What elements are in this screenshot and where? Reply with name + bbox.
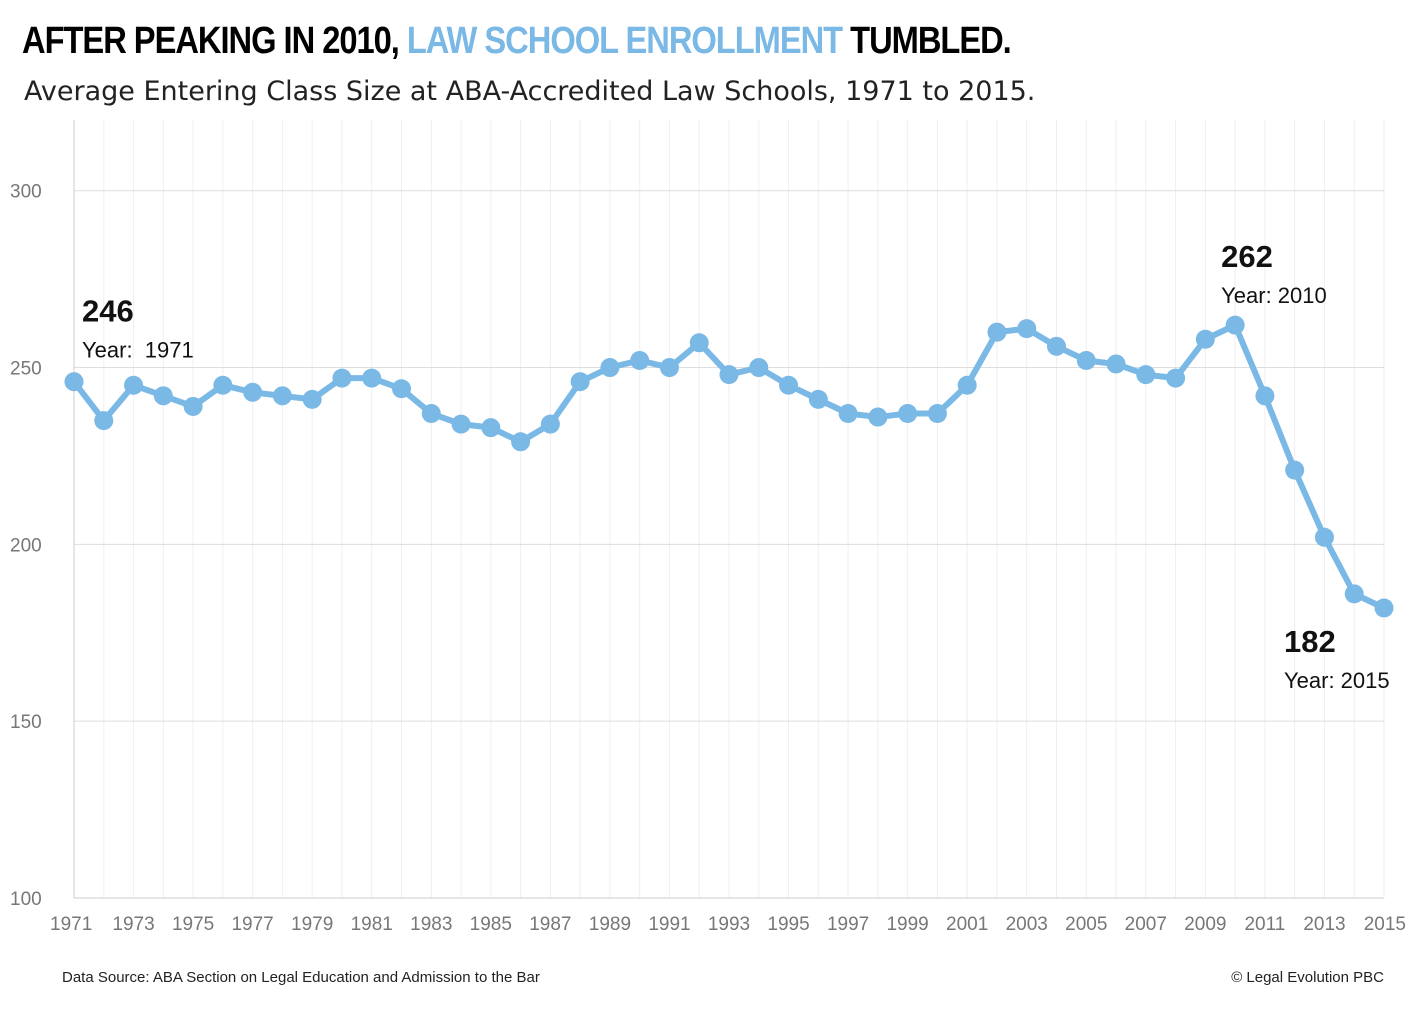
annotation-year: Year: 2010 [1221,283,1327,308]
data-point [570,372,590,392]
x-tick-label: 1973 [112,914,154,935]
series-group [64,315,1394,618]
x-tick-label: 1981 [351,914,393,935]
y-tick-label: 150 [10,712,42,733]
vertical-gridlines [73,120,1385,898]
x-tick-label: 1989 [589,914,631,935]
x-axis-ticks: 1971 1973 1975 1977 1979 1981 1983 1985 1987 1989… [50,914,1406,935]
data-point [1195,329,1215,349]
data-point [1136,365,1156,385]
data-point [481,418,501,438]
data-point [332,368,352,388]
copyright: © Legal Evolution PBC [1231,969,1384,986]
data-point [540,414,560,434]
x-tick-label: 1979 [291,914,333,935]
x-tick-label: 1985 [470,914,512,935]
chart-subtitle: Average Entering Class Size at ABA-Accre… [24,76,1036,107]
data-point [630,350,650,370]
annotation-value: 246 [82,294,134,329]
data-point [183,396,203,416]
data-point [94,411,114,431]
data-point [1314,527,1334,547]
x-tick-label: 1977 [231,914,273,935]
x-tick-label: 1975 [172,914,214,935]
data-point [272,386,292,406]
x-tick-label: 2015 [1364,914,1406,935]
y-tick-label: 100 [10,889,42,910]
data-point [659,358,679,378]
data-point [124,375,144,395]
annotation-year: Year: 1971 [82,338,194,363]
data-point [838,404,858,424]
data-point [1047,336,1066,356]
x-tick-label: 1991 [648,914,690,935]
x-tick-label: 2003 [1006,914,1048,935]
data-point [511,432,531,452]
x-tick-label: 2013 [1303,914,1345,935]
data-point [451,414,471,434]
x-tick-label: 1997 [827,914,869,935]
data-point [987,322,1007,342]
data-point [1017,319,1037,339]
data-point [898,404,918,424]
data-point [868,407,888,427]
x-tick-label: 2009 [1184,914,1226,935]
data-point [153,386,173,406]
annotation-year: Year: 2015 [1284,668,1390,693]
data-point [808,389,828,409]
data-point [749,358,769,378]
data-point [392,379,411,399]
data-point [1106,354,1126,374]
x-tick-label: 1999 [886,914,928,935]
data-point [957,375,977,395]
title-part1: AFTER PEAKING IN 2010, [22,20,400,62]
data-point [362,368,382,388]
annotation-value: 182 [1284,624,1336,659]
y-tick-label: 200 [10,535,42,556]
data-point [600,358,620,378]
annotations: 246 Year: 1971 262 Year: 2010 182 Year: 2015 [82,239,1390,693]
chart-title: AFTER PEAKING IN 2010, LAW SCHOOL ENROLL… [22,20,1012,63]
data-point [689,333,709,353]
data-point [64,372,84,392]
y-tick-label: 250 [10,359,42,380]
y-axis-ticks: 100 150 200 250 300 [10,182,42,910]
x-tick-label: 1987 [529,914,571,935]
data-point [719,365,739,385]
data-source: Data Source: ABA Section on Legal Educat… [62,969,540,986]
data-point [1255,386,1275,406]
data-point [213,375,233,395]
x-tick-label: 1993 [708,914,750,935]
data-point [927,404,947,424]
data-point [1285,460,1305,480]
data-point [779,375,799,395]
x-tick-label: 1995 [767,914,809,935]
data-point [243,382,263,402]
x-tick-label: 1971 [50,914,92,935]
data-point [1166,368,1186,388]
annotation-value: 262 [1221,239,1273,274]
x-tick-label: 1983 [410,914,452,935]
data-point [1344,584,1364,604]
data-point [1076,350,1096,370]
data-point [302,389,322,409]
title-part2: TUMBLED. [850,20,1012,62]
x-tick-label: 2007 [1125,914,1167,935]
y-tick-label: 300 [10,182,42,203]
x-tick-label: 2011 [1244,914,1285,935]
title-highlight: LAW SCHOOL ENROLLMENT [406,20,843,62]
data-point [421,404,441,424]
x-tick-label: 2001 [946,914,988,935]
x-tick-label: 2005 [1065,914,1107,935]
data-point [1225,315,1245,335]
data-point [1374,598,1394,618]
